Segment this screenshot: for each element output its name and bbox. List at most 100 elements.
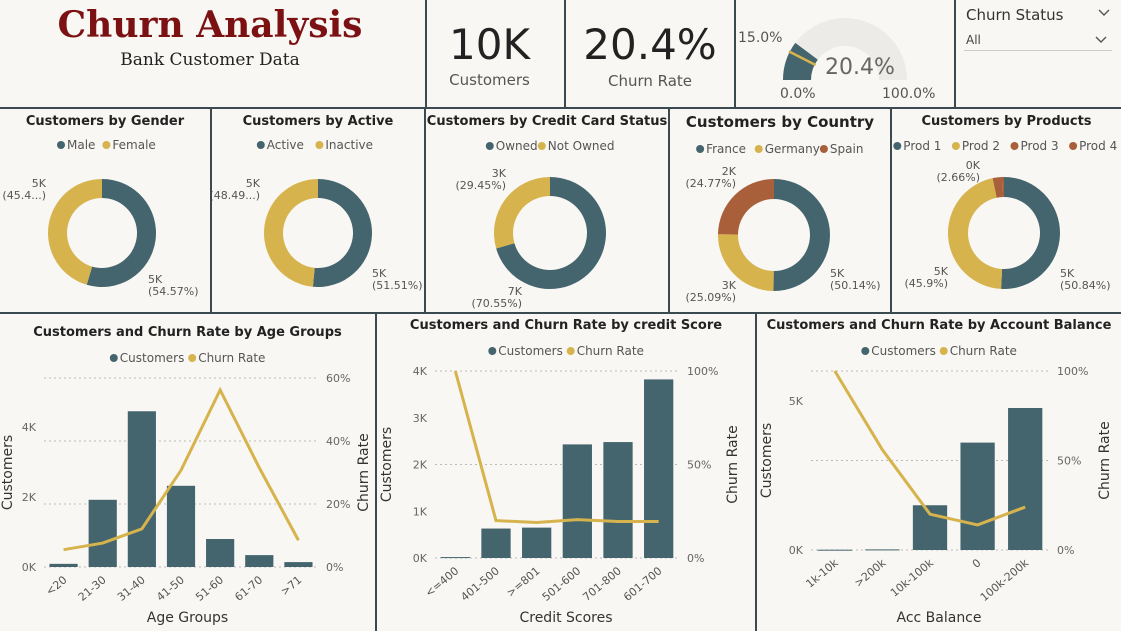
y2-tick-label: 50% [1057,455,1081,468]
donut-slice [718,179,774,235]
legend-item-label: Not Owned [548,139,615,153]
x-tick-label: 10k-100k [888,556,936,600]
x-tick-label: 501-600 [540,564,584,604]
churn-status-dropdown[interactable]: All [964,30,1112,51]
divider [734,0,736,107]
y-tick-label: 0K [22,561,37,574]
churn-gauge: 20.4% 15.0% 0.0% 100.0% [738,18,935,102]
y-tick-label: 5K [789,395,804,408]
chart-title: Customers by Credit Card Status [427,114,668,129]
x-tick-label: 401-500 [458,564,502,604]
legend-item-label: Active [267,138,304,152]
chart-title: Customers and Churn Rate by Age Groups [33,325,342,340]
x-tick-label: >200k [852,556,889,590]
bar [166,485,196,567]
y-axis-title: Customers [379,427,395,502]
divider [424,109,426,312]
kpi-churn-label: Churn Rate [607,72,693,90]
gauge-card: 20.4% 15.0% 0.0% 100.0% [736,0,954,107]
data-label: (50.14%) [830,279,881,292]
page-title: Churn Analysis [57,4,363,46]
donut-slice [1001,177,1004,198]
gauge-target-label: 15.0% [738,30,782,46]
chevron-down-icon[interactable] [1097,8,1111,18]
x-tick-label: >71 [278,573,304,598]
donut-slice [312,179,373,287]
legend-item-swatch [754,145,763,153]
legend-item-label: Inactive [325,138,373,152]
kpi-customers-card: 10K Customers [427,0,564,107]
divider [375,314,377,631]
divider [564,0,566,107]
legend-item-label: Churn Rate [950,344,1017,358]
y2-tick-label: 0% [687,552,704,565]
bar [440,557,470,559]
x-tick-label: 21-30 [76,573,109,604]
credit-score-chart: Customers and Churn Rate by credit Score… [379,318,741,626]
chart-title: Customers by Gender [26,114,185,129]
y-tick-label: 1K [413,505,428,518]
divider [954,0,956,107]
legend-item-label: Prod 1 [903,139,941,153]
x-tick-label: 601-700 [621,564,665,604]
donut-slice [48,179,102,285]
legend-item-swatch [1010,142,1019,150]
y-tick-label: 3K [413,412,428,425]
donut-slice [1001,177,1060,289]
donut-gender-panel: Customers by Gender Male Female 5K (54.57%) 5… [0,109,210,312]
data-label: 5K [372,267,387,280]
y2-axis-title: Churn Rate [725,425,741,503]
data-label: 0K [966,159,981,172]
x-tick-label: <=400 [423,564,462,599]
y-tick-label: 0K [789,544,804,557]
bar [603,442,633,558]
legend-item-swatch [861,347,870,355]
divider [425,0,427,107]
chart-title: Customers and Churn Rate by credit Score [410,318,722,333]
dropdown-value: All [966,33,981,47]
bar [960,442,995,550]
x-tick-label: 51-60 [193,573,226,604]
data-label: 5K [32,177,47,190]
kpi-churn-card: 20.4% Churn Rate [566,0,734,107]
legend-item-swatch [315,141,324,149]
donut-country-panel: Customers by Country France Germany Spain 5K… [670,109,890,312]
x-tick-label: 0 [970,556,984,570]
bar [644,379,674,558]
donut-active-panel: Customers by Active Active Inactive 5K (51.5… [212,109,424,312]
y2-tick-label: 0% [1057,544,1074,557]
bar [127,411,156,567]
x-tick-label: 31-40 [115,573,148,604]
donut-products-panel: Customers by Products Prod 1 Prod 2 Prod 3 P… [892,109,1121,312]
kpi-customers-label: Customers [449,71,530,89]
legend-item-label: Customers [871,344,936,358]
y2-tick-label: 60% [326,372,350,385]
legend-item-swatch [188,354,197,362]
divider [890,109,892,312]
legend-item-swatch [819,145,828,153]
legend-item-swatch [566,347,575,355]
legend-item-label: Prod 4 [1079,139,1117,153]
donut-credit-card-chart: Customers by Credit Card Status Owned Not … [427,114,668,310]
y2-tick-label: 100% [1057,365,1088,378]
y2-tick-label: 20% [326,498,350,511]
y2-tick-label: 0% [326,561,343,574]
y-axis-title: Customers [0,435,16,510]
legend-item-swatch [102,141,111,149]
chart-title: Customers by Products [921,114,1091,129]
legend-item-label: Owned [496,139,538,153]
kpi-customers-value: 10K [449,20,530,69]
data-label: (45.4...) [2,189,46,202]
x-axis-title: Age Groups [147,610,228,626]
kpi-churn-value: 20.4% [583,20,717,69]
gauge-max-label: 100.0% [882,86,935,102]
bar [481,528,511,558]
x-tick-label: <20 [43,573,69,598]
churn-rate-line [833,370,1026,527]
legend-item-label: Prod 2 [962,139,1000,153]
y2-axis-title: Churn Rate [356,433,372,511]
divider [755,314,757,631]
donut-slice [992,177,1003,198]
slicer-label: Churn Status [966,6,1064,24]
